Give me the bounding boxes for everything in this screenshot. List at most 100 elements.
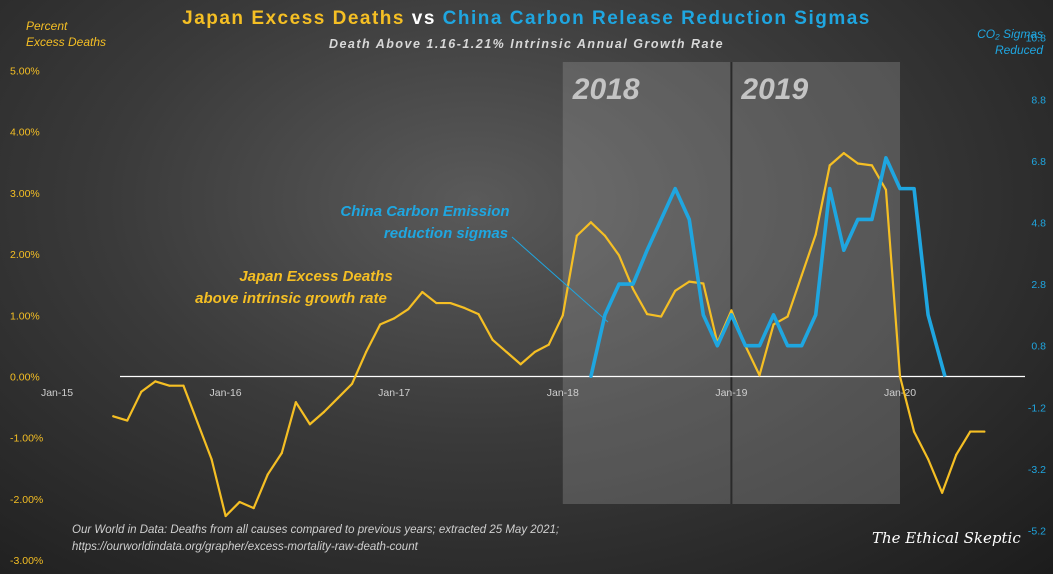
data-point-china [926,313,930,317]
data-point-china [884,156,888,160]
chart-title: Japan Excess Deaths vs China Carbon Rele… [0,8,1053,30]
data-point-japan [210,458,213,461]
left-tick-label: 2.00% [10,249,40,261]
data-point-china [687,217,691,221]
data-point-japan [308,423,311,426]
left-tick-label: -1.00% [10,433,43,445]
data-point-japan [379,323,382,326]
data-point-japan [955,453,958,456]
data-point-japan [575,234,578,237]
data-point-japan [168,384,171,387]
data-point-japan [912,430,916,433]
data-point-japan [182,384,185,387]
annotation-china-leader-line [511,236,609,323]
data-point-japan [941,491,944,494]
data-point-japan [603,234,607,237]
left-axis-title-line2: Excess Deaths [26,35,107,49]
data-point-japan [547,343,550,346]
data-point-china [645,248,649,252]
data-point-china [828,187,832,191]
x-tick-label: Jan-19 [715,387,747,399]
data-point-japan [140,390,143,393]
source-note: Our World in Data: Deaths from all cause… [72,522,559,556]
brand-signature: The Ethical Skeptic [872,529,1021,547]
data-point-japan [631,287,635,291]
title-japan: Japan Excess Deaths [182,8,405,29]
year-band-2018 [562,62,732,504]
data-point-china [786,344,790,348]
data-point-japan [126,419,129,422]
data-point-japan [730,309,733,312]
x-tick-label: Jan-17 [378,387,410,399]
data-point-china [589,375,593,378]
left-tick-label: -2.00% [10,494,43,506]
data-point-japan [674,289,677,292]
data-point-japan [491,338,494,341]
data-point-japan [772,323,775,326]
data-point-japan [983,430,986,433]
year-band-label-2018: 2018 [572,73,640,106]
x-tick-label: Jan-18 [547,387,579,399]
right-tick-label: -3.2 [1028,464,1046,476]
data-point-japan [463,306,466,310]
x-tick-label: Jan-15 [41,387,73,399]
left-tick-label: -3.00% [10,555,43,567]
data-point-japan [252,506,255,510]
data-point-china [617,282,621,286]
data-point-japan [421,290,424,294]
left-tick-label: 4.00% [10,127,40,139]
annotation-china-line2: reduction sigmas [384,225,508,242]
data-point-japan [870,164,874,167]
data-point-japan [350,382,354,385]
data-point-china [743,344,747,348]
data-point-japan [786,315,789,318]
left-axis-title-line1: Percent [26,19,68,33]
annotation-japan-line1: Japan Excess Deaths [239,268,392,285]
data-point-japan [758,374,761,377]
right-tick-label: 2.8 [1031,279,1046,291]
data-point-japan [336,396,340,400]
data-point-japan [561,314,564,317]
data-point-china [673,187,677,191]
data-point-japan [688,280,691,283]
data-point-japan [365,350,368,354]
data-point-japan [898,375,902,378]
data-point-china [800,344,804,348]
x-tick-label: Jan-16 [210,387,242,399]
left-tick-label: 0.00% [10,372,40,384]
source-line2: https://ourworldindata.org/grapher/exces… [72,541,418,553]
x-tick-label: Jan-20 [884,387,916,399]
right-axis-title: CO₂ Sigmas Reduced [977,26,1043,58]
data-point-japan [589,221,593,224]
data-point-china [898,187,902,191]
title-vs: vs [411,8,436,29]
annotation-japan-line2: above intrinsic growth rate [195,290,387,307]
data-point-japan [519,363,522,366]
right-tick-label: -1.2 [1028,402,1046,414]
data-point-japan [969,430,972,433]
data-point-japan [702,282,705,285]
right-tick-label: 8.8 [1031,94,1046,106]
right-tick-label: -5.2 [1028,526,1046,538]
data-point-japan [617,254,621,257]
series-line-china-carbon-sigmas [589,156,947,377]
data-point-japan [800,274,803,277]
data-point-japan [828,164,831,167]
data-point-japan [322,410,326,414]
year-band-label-2019: 2019 [740,73,808,106]
data-point-china [842,248,846,252]
data-point-china [715,344,719,348]
data-point-japan [266,473,269,476]
data-point-china [912,187,916,191]
right-tick-label: 6.8 [1031,156,1046,168]
data-point-japan [884,188,888,191]
right-tick-label: 0.8 [1031,341,1046,353]
right-axis-title-line2: Reduced [994,43,1043,57]
data-point-china [870,217,874,221]
data-point-china [603,313,607,317]
data-point-japan [435,301,438,305]
data-point-japan [224,514,227,518]
data-point-japan [449,301,452,305]
data-point-china [856,217,860,221]
